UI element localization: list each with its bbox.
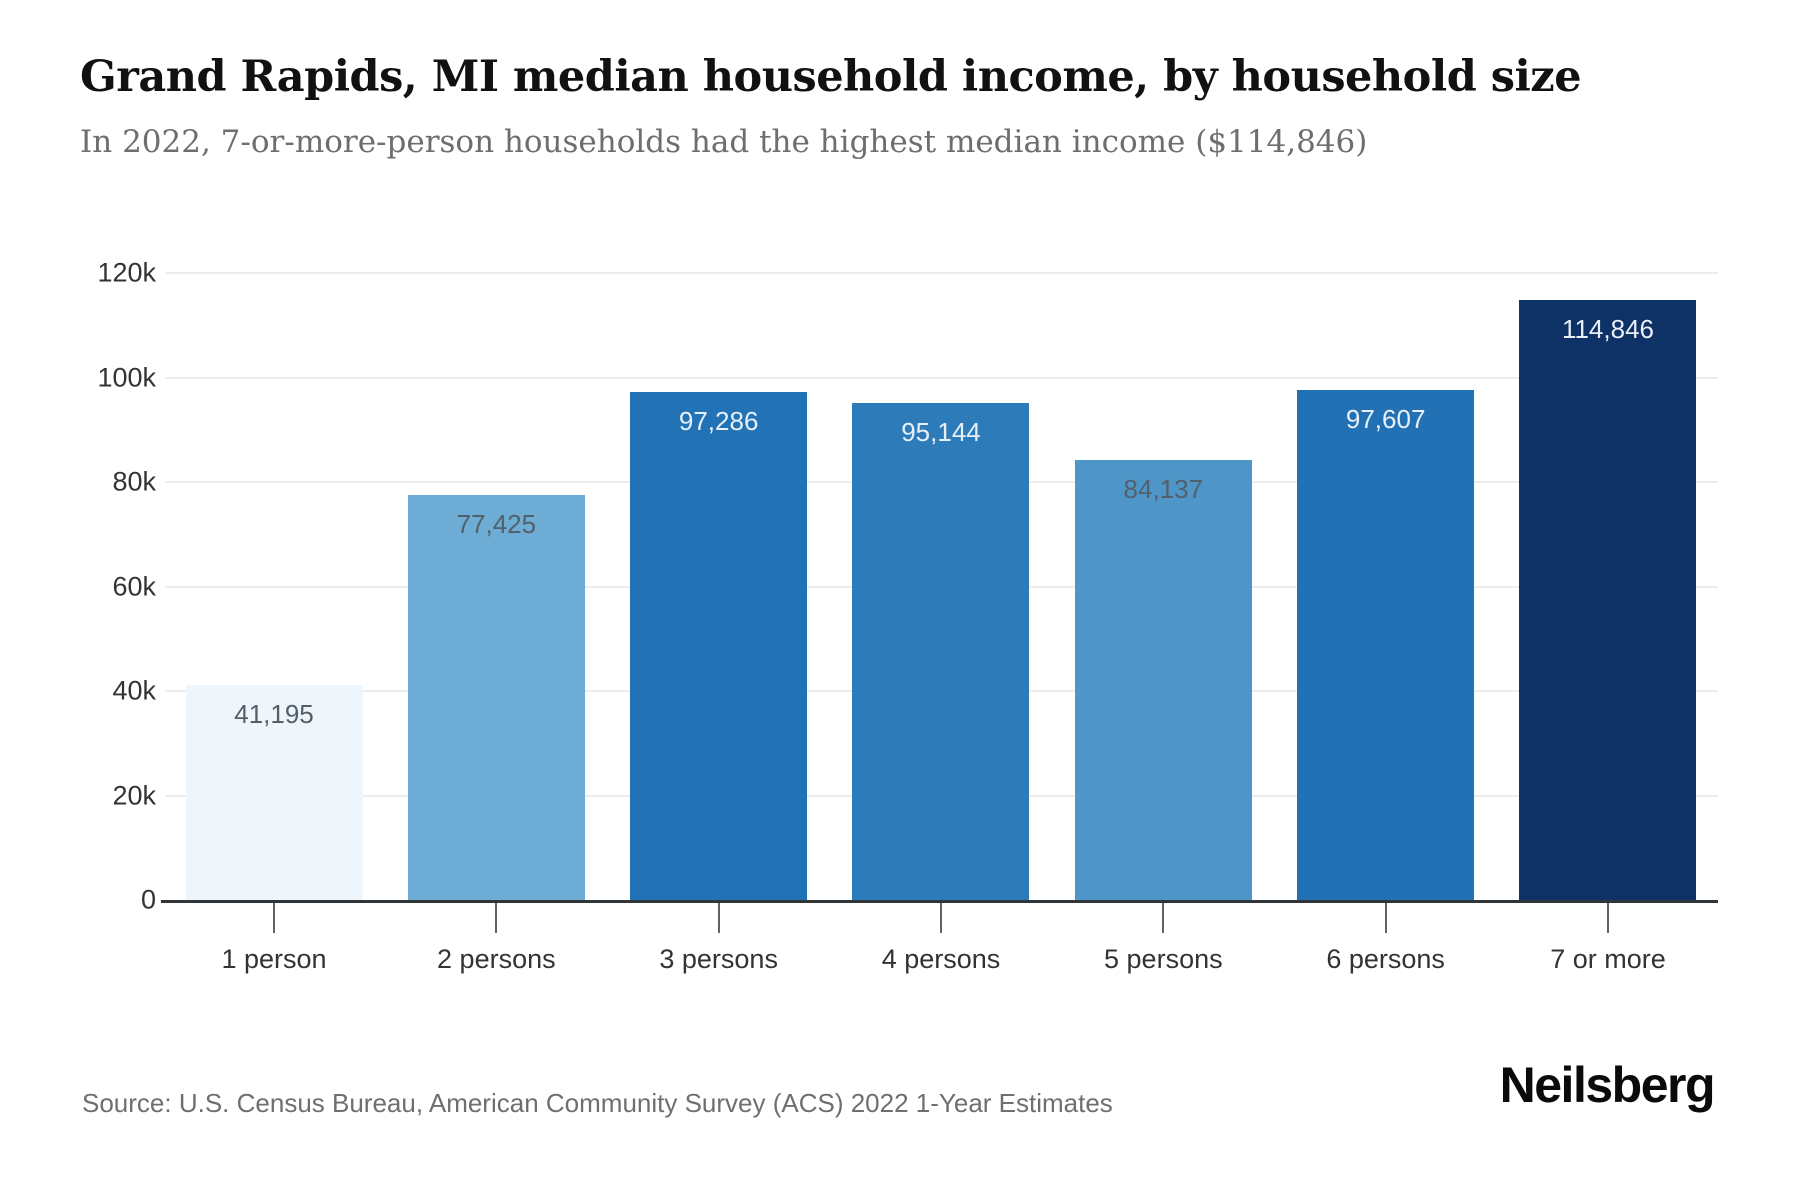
page-subtitle: In 2022, 7-or-more-person households had… bbox=[80, 124, 1368, 160]
bar-7-or-more[interactable] bbox=[1519, 299, 1697, 900]
bar-value-2-persons: 77,425 bbox=[456, 509, 537, 540]
bar-chart: 0 20k 40k 60k 80k 100k 120k 41,195 77,425 97,286 9… bbox=[97, 257, 1718, 974]
x-axis-label-1-person: 1 person bbox=[221, 944, 327, 974]
x-axis-label-2-persons: 2 persons bbox=[437, 944, 556, 974]
bar-3-persons[interactable] bbox=[630, 391, 808, 900]
source-note: Source: U.S. Census Bureau, American Com… bbox=[82, 1088, 1113, 1118]
x-axis-label-6-persons: 6 persons bbox=[1326, 944, 1445, 974]
y-axis-label-100k: 100k bbox=[97, 362, 156, 392]
x-tick-4-persons bbox=[939, 903, 942, 933]
bar-2-persons[interactable] bbox=[407, 495, 585, 900]
x-axis-label-4-persons: 4 persons bbox=[881, 944, 1001, 974]
y-axis-label-80k: 80k bbox=[112, 466, 156, 497]
bar-1-person[interactable] bbox=[185, 684, 363, 900]
y-axis-label-60k: 60k bbox=[112, 571, 156, 601]
x-tick-7-or-more bbox=[1606, 903, 1609, 933]
x-tick-6-persons bbox=[1384, 903, 1387, 933]
bar-6-persons[interactable] bbox=[1297, 390, 1475, 900]
bar-value-4-persons: 95,144 bbox=[901, 416, 981, 447]
x-axis-label-7-or-more: 7 or more bbox=[1550, 944, 1666, 974]
x-tick-1-person bbox=[273, 903, 275, 933]
neilsberg-logo: Neilsberg bbox=[1499, 1057, 1716, 1113]
y-axis-label-0: 0 bbox=[140, 884, 156, 915]
bar-value-5-persons: 84,137 bbox=[1123, 474, 1204, 505]
gridline-100k bbox=[165, 376, 1718, 379]
bar-value-1-person: 41,195 bbox=[234, 698, 314, 729]
y-axis-label-120k: 120k bbox=[97, 257, 156, 288]
x-tick-3-persons bbox=[717, 903, 720, 933]
x-axis-line bbox=[161, 900, 1718, 903]
bar-value-6-persons: 97,607 bbox=[1345, 404, 1426, 434]
x-tick-2-persons bbox=[495, 903, 498, 933]
bar-5-persons[interactable] bbox=[1074, 460, 1252, 900]
bar-4-persons[interactable] bbox=[852, 402, 1030, 900]
y-axis-label-40k: 40k bbox=[112, 675, 156, 706]
x-axis-label-5-persons: 5 persons bbox=[1104, 944, 1223, 974]
page-title: Grand Rapids, MI median household income… bbox=[80, 52, 1582, 102]
y-axis-label-20k: 20k bbox=[112, 780, 156, 810]
x-tick-5-persons bbox=[1162, 903, 1165, 933]
x-axis-label-3-persons: 3 persons bbox=[659, 944, 778, 974]
chart-header: Grand Rapids, MI median household income… bbox=[80, 52, 1760, 160]
gridline-120k bbox=[165, 272, 1718, 274]
bar-value-3-persons: 97,286 bbox=[678, 405, 759, 436]
bar-value-7-or-more: 114,846 bbox=[1561, 313, 1654, 344]
